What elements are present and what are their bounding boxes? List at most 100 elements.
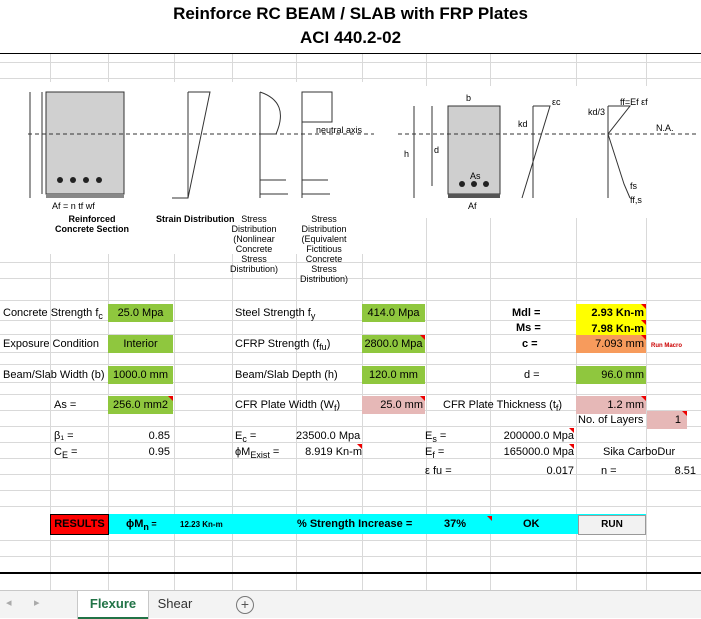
mn-value: 12.23 Kn-m (180, 520, 223, 529)
ef-value: 165000.0 Mpa (490, 444, 574, 460)
grid-col-line (576, 0, 577, 590)
ffs-label: ff,s (630, 195, 642, 205)
beam-stress-diagram (28, 91, 374, 199)
na-label: N.A. (656, 123, 674, 133)
mn-label: ϕMn = (126, 518, 157, 533)
steel-strength-label: Steel Strength fy (235, 307, 316, 322)
right-diagram: b h d kd kd/3 As Af N.A. fs ff,s εc ff=E… (398, 86, 698, 218)
tab-flexure[interactable]: Flexure (78, 591, 148, 619)
n-value: 8.51 (674, 465, 696, 477)
grid-row-line (0, 556, 701, 557)
neutral-axis-label: neutral axis (316, 125, 363, 135)
width-b-label: b (466, 93, 472, 103)
grid-col-line (362, 0, 363, 590)
ff-formula-label: ff=Ef εf (620, 97, 648, 107)
strength-increase-label: % Strength Increase = (297, 518, 413, 530)
grid-col-line (296, 0, 297, 590)
grid-row-line (0, 364, 701, 365)
depth-input[interactable]: 120.0 mm (362, 366, 425, 384)
m-exist-value: 8.919 Kn-m (300, 444, 362, 460)
grid-row-line (0, 78, 701, 79)
ec-label: Ec = (235, 430, 257, 445)
caption-stress-nonlinear: Stress Distribution (Nonlinear Concrete … (229, 214, 278, 274)
d-value: 96.0 mm (576, 366, 646, 384)
width-input[interactable]: 1000.0 mm (108, 366, 173, 384)
worksheet: Reinforce RC BEAM / SLAB with FRP Plates… (0, 0, 701, 590)
page-title: Reinforce RC BEAM / SLAB with FRP Plates (173, 4, 528, 23)
prev-sheet-icon[interactable]: ◂ (6, 597, 12, 609)
steel-strength-input[interactable]: 414.0 Mpa (362, 304, 425, 322)
grid-row-line (0, 540, 701, 541)
height-h-label: h (404, 149, 410, 159)
kd3-label: kd/3 (588, 107, 606, 117)
grid-row-line (0, 426, 701, 427)
eps-c-label: εc (552, 97, 561, 107)
as-input[interactable]: 256.0 mm2 (108, 396, 173, 414)
grid-row-line (0, 352, 701, 353)
width-label: Beam/Slab Width (b) (3, 369, 105, 381)
tab-shear[interactable]: Shear (157, 596, 193, 611)
n-label: n = (601, 465, 617, 477)
concrete-strength-label: Concrete Strength fc (3, 307, 103, 322)
plate-thickness-input[interactable]: 1.2 mm (576, 396, 646, 414)
grid-row-line (0, 320, 701, 321)
plate-width-label: CFR Plate Width (Wf) (235, 399, 341, 414)
ms-label: Ms = (516, 322, 541, 334)
kd-label: kd (518, 119, 528, 129)
run-button[interactable]: RUN (578, 515, 646, 535)
es-value: 200000.0 Mpa (490, 428, 574, 444)
m-exist-label: ϕMExist = (235, 446, 280, 461)
next-sheet-icon[interactable]: ▸ (34, 597, 40, 609)
mdl-input[interactable]: 2.93 Kn-m (576, 304, 646, 322)
plate-width-input[interactable]: 25.0 mm (362, 396, 425, 414)
efu-label: ε fu = (425, 465, 452, 477)
grid-col-line (174, 0, 175, 590)
grid-col-line (426, 0, 427, 590)
status-ok: OK (523, 518, 540, 530)
sheet-tab-bar: ◂ ▸ Flexure Shear + (0, 590, 701, 619)
grid-row-line (0, 300, 701, 301)
exposure-label: Exposure Condition (3, 338, 100, 350)
bottom-border (0, 572, 701, 574)
grid-col-line (50, 0, 51, 590)
grid-col-line (490, 0, 491, 590)
exposure-select[interactable]: Interior (108, 335, 173, 353)
efu-value: 0.017 (546, 465, 574, 477)
frp-strain-diagram (398, 105, 698, 199)
caption-section: Reinforced Concrete Section (54, 214, 130, 234)
left-diagram: neutral axis Af = n tf wf Reinforced Con… (28, 82, 374, 284)
strength-increase-value: 37% (444, 516, 492, 532)
ms-input[interactable]: 7.98 Kn-m (576, 320, 646, 338)
product-name: Sika CarboDur (603, 446, 676, 458)
ec-value: 23500.0 Mpa (296, 430, 361, 442)
grid-row-line (0, 442, 701, 443)
fs-label: fs (630, 181, 638, 191)
as-row-label: As = (54, 399, 77, 411)
run-macro-link[interactable]: Run Macro (651, 343, 683, 349)
layers-input[interactable]: 1 (647, 411, 687, 429)
grid-col-line (108, 0, 109, 590)
add-sheet-icon[interactable]: + (236, 596, 254, 614)
beta-label: β₁ = (54, 430, 74, 442)
grid-row-line (0, 394, 701, 395)
d-label: d = (524, 369, 540, 381)
grid-row-line (0, 506, 701, 507)
ce-label: CE = (54, 446, 78, 461)
grid-row-line (0, 262, 701, 263)
results-bar (108, 514, 646, 534)
beta-value: 0.85 (148, 430, 170, 442)
cfrp-strength-label: CFRP Strength (ffu) (235, 338, 331, 353)
title-area: Reinforce RC BEAM / SLAB with FRP Plates… (0, 0, 701, 54)
grid-col-line (646, 0, 647, 590)
depth-d-label: d (434, 145, 440, 155)
caption-stress-equivalent: Stress Distribution (Equivalent Fictitio… (299, 214, 348, 284)
caption-strain: Strain Distribution (156, 214, 235, 224)
results-button[interactable]: RESULTS (50, 514, 109, 535)
page-subtitle: ACI 440.2-02 (299, 28, 402, 47)
area-formula: Af = n tf wf (52, 201, 95, 211)
plate-thickness-label: CFR Plate Thickness (tf) (443, 399, 563, 414)
cfrp-strength-input[interactable]: 2800.0 Mpa (362, 335, 425, 353)
grid-col-line (232, 0, 233, 590)
af-label: Af (468, 201, 477, 211)
concrete-strength-input[interactable]: 25.0 Mpa (108, 304, 173, 322)
